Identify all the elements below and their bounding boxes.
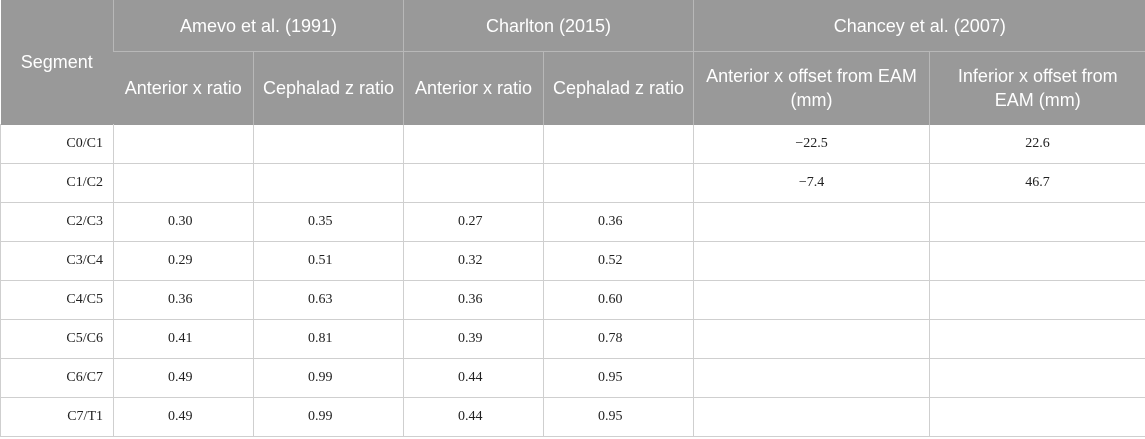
cell-charlton-cephalad-z: 0.95 (543, 358, 695, 398)
cell-chancey-inferior-offset (929, 280, 1145, 320)
cell-chancey-anterior-offset: −22.5 (693, 124, 931, 164)
header-charlton-anterior-x: Anterior x ratio (403, 51, 544, 125)
header-chancey-anterior-offset: Anterior x offset from EAM (mm) (693, 51, 930, 125)
cell-chancey-inferior-offset (929, 241, 1145, 281)
table-row: C7/T1 0.49 0.99 0.44 0.95 (0, 397, 1145, 437)
cell-charlton-anterior-x: 0.44 (403, 397, 545, 437)
header-sub-row: Anterior x ratio Cephalad z ratio Anteri… (1, 51, 1145, 125)
cell-amevo-anterior-x: 0.30 (113, 202, 254, 242)
cell-chancey-anterior-offset (693, 397, 931, 437)
table-row: C5/C6 0.41 0.81 0.39 0.78 (0, 319, 1145, 359)
cell-amevo-cephalad-z: 0.35 (252, 202, 405, 242)
table-header: Segment Amevo et al. (1991) Charlton (20… (0, 0, 1145, 125)
header-group-row: Segment Amevo et al. (1991) Charlton (20… (0, 0, 1145, 125)
cell-amevo-cephalad-z (252, 163, 405, 203)
cell-charlton-cephalad-z: 0.95 (543, 397, 695, 437)
table-row: C6/C7 0.49 0.99 0.44 0.95 (0, 358, 1145, 398)
cell-segment: C6/C7 (0, 358, 114, 398)
table-body: C0/C1 −22.5 22.6 C1/C2 −7.4 46.7 C2/C3 0.30 0.35… (0, 124, 1145, 437)
cell-charlton-anterior-x: 0.32 (403, 241, 545, 281)
header-group-chancey: Chancey et al. (2007) (693, 0, 1145, 52)
cell-segment: C1/C2 (0, 163, 114, 203)
cell-segment: C7/T1 (0, 397, 114, 437)
cell-segment: C5/C6 (0, 319, 114, 359)
header-charlton-cephalad-z: Cephalad z ratio (543, 51, 694, 125)
cell-chancey-inferior-offset (929, 319, 1145, 359)
table-row: C0/C1 −22.5 22.6 (0, 124, 1145, 164)
cell-amevo-anterior-x: 0.41 (113, 319, 254, 359)
header-amevo-cephalad-z: Cephalad z ratio (252, 51, 404, 125)
cell-charlton-anterior-x: 0.39 (403, 319, 545, 359)
table-row: C1/C2 −7.4 46.7 (0, 163, 1145, 203)
cell-segment: C3/C4 (0, 241, 114, 281)
header-group-amevo: Amevo et al. (1991) (112, 0, 404, 52)
table-row: C2/C3 0.30 0.35 0.27 0.36 (0, 202, 1145, 242)
cell-chancey-anterior-offset (693, 202, 931, 242)
cell-amevo-cephalad-z: 0.81 (252, 319, 405, 359)
cell-charlton-cephalad-z (543, 163, 695, 203)
cell-chancey-anterior-offset (693, 358, 931, 398)
cell-charlton-cephalad-z: 0.60 (543, 280, 695, 320)
cell-chancey-inferior-offset (929, 397, 1145, 437)
cell-amevo-anterior-x: 0.49 (113, 397, 254, 437)
cell-charlton-anterior-x (403, 163, 545, 203)
cell-amevo-anterior-x (113, 163, 254, 203)
header-amevo-anterior-x: Anterior x ratio (113, 51, 254, 125)
cell-amevo-cephalad-z (252, 124, 405, 164)
table-row: C4/C5 0.36 0.63 0.36 0.60 (0, 280, 1145, 320)
cell-chancey-inferior-offset: 22.6 (929, 124, 1145, 164)
cell-amevo-cephalad-z: 0.99 (252, 397, 405, 437)
cell-chancey-anterior-offset: −7.4 (693, 163, 931, 203)
cell-charlton-cephalad-z: 0.78 (543, 319, 695, 359)
header-group-charlton: Charlton (2015) (403, 0, 694, 52)
cell-chancey-inferior-offset (929, 202, 1145, 242)
cell-chancey-anterior-offset (693, 319, 931, 359)
cell-chancey-anterior-offset (693, 280, 931, 320)
cell-charlton-anterior-x: 0.44 (403, 358, 545, 398)
header-segment: Segment (0, 0, 114, 125)
cell-charlton-cephalad-z: 0.52 (543, 241, 695, 281)
cell-amevo-anterior-x: 0.49 (113, 358, 254, 398)
cell-amevo-cephalad-z: 0.51 (252, 241, 405, 281)
cell-segment: C0/C1 (0, 124, 114, 164)
cell-chancey-inferior-offset: 46.7 (929, 163, 1145, 203)
cell-chancey-anterior-offset (693, 241, 931, 281)
header-chancey-inferior-offset: Inferior x offset from EAM (mm) (929, 51, 1145, 125)
table-row: C3/C4 0.29 0.51 0.32 0.52 (0, 241, 1145, 281)
cell-charlton-anterior-x: 0.36 (403, 280, 545, 320)
cell-amevo-anterior-x (113, 124, 254, 164)
cell-charlton-cephalad-z (543, 124, 695, 164)
cell-amevo-cephalad-z: 0.63 (252, 280, 405, 320)
cell-segment: C2/C3 (0, 202, 114, 242)
cell-chancey-inferior-offset (929, 358, 1145, 398)
cell-amevo-anterior-x: 0.29 (113, 241, 254, 281)
cell-charlton-cephalad-z: 0.36 (543, 202, 695, 242)
cell-charlton-anterior-x: 0.27 (403, 202, 545, 242)
cell-charlton-anterior-x (403, 124, 545, 164)
cell-amevo-cephalad-z: 0.99 (252, 358, 405, 398)
cell-segment: C4/C5 (0, 280, 114, 320)
cell-amevo-anterior-x: 0.36 (113, 280, 254, 320)
